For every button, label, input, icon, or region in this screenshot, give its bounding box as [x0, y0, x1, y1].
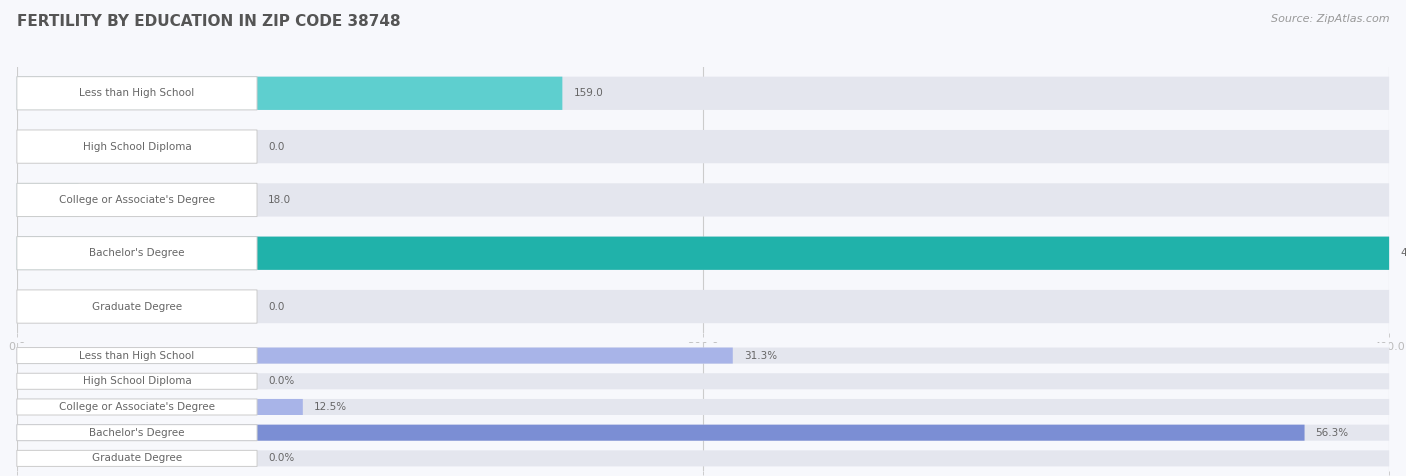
Text: 159.0: 159.0: [574, 88, 603, 99]
Text: Less than High School: Less than High School: [79, 88, 194, 99]
Text: 0.0: 0.0: [269, 141, 284, 152]
Text: 31.3%: 31.3%: [744, 350, 778, 361]
FancyBboxPatch shape: [17, 237, 257, 270]
Text: 0.0%: 0.0%: [269, 376, 294, 387]
Text: 56.3%: 56.3%: [1316, 427, 1348, 438]
Text: College or Associate's Degree: College or Associate's Degree: [59, 402, 215, 412]
FancyBboxPatch shape: [17, 183, 79, 217]
FancyBboxPatch shape: [17, 373, 257, 389]
FancyBboxPatch shape: [17, 425, 1305, 441]
FancyBboxPatch shape: [17, 237, 1389, 270]
FancyBboxPatch shape: [17, 399, 1389, 415]
FancyBboxPatch shape: [17, 347, 733, 364]
FancyBboxPatch shape: [17, 450, 1389, 466]
Text: Bachelor's Degree: Bachelor's Degree: [89, 427, 184, 438]
FancyBboxPatch shape: [17, 183, 1389, 217]
FancyBboxPatch shape: [17, 130, 1389, 163]
FancyBboxPatch shape: [17, 130, 257, 163]
Text: FERTILITY BY EDUCATION IN ZIP CODE 38748: FERTILITY BY EDUCATION IN ZIP CODE 38748: [17, 14, 401, 30]
Text: High School Diploma: High School Diploma: [83, 141, 191, 152]
FancyBboxPatch shape: [17, 347, 1389, 364]
FancyBboxPatch shape: [17, 425, 1389, 441]
FancyBboxPatch shape: [17, 77, 1389, 110]
FancyBboxPatch shape: [17, 77, 257, 110]
FancyBboxPatch shape: [17, 373, 1389, 389]
Text: 0.0: 0.0: [269, 301, 284, 312]
Text: Bachelor's Degree: Bachelor's Degree: [89, 248, 184, 258]
FancyBboxPatch shape: [17, 347, 257, 364]
Text: 12.5%: 12.5%: [314, 402, 347, 412]
Text: High School Diploma: High School Diploma: [83, 376, 191, 387]
Text: 0.0%: 0.0%: [269, 453, 294, 464]
Text: 18.0: 18.0: [269, 195, 291, 205]
FancyBboxPatch shape: [17, 290, 257, 323]
Text: Source: ZipAtlas.com: Source: ZipAtlas.com: [1271, 14, 1389, 24]
FancyBboxPatch shape: [17, 237, 1389, 270]
Text: Less than High School: Less than High School: [79, 350, 194, 361]
FancyBboxPatch shape: [17, 183, 257, 217]
FancyBboxPatch shape: [17, 425, 257, 441]
FancyBboxPatch shape: [17, 290, 1389, 323]
Text: Graduate Degree: Graduate Degree: [91, 453, 181, 464]
Text: 400.0: 400.0: [1400, 248, 1406, 258]
FancyBboxPatch shape: [17, 399, 257, 415]
FancyBboxPatch shape: [17, 399, 302, 415]
FancyBboxPatch shape: [17, 450, 257, 466]
FancyBboxPatch shape: [17, 77, 562, 110]
Text: Graduate Degree: Graduate Degree: [91, 301, 181, 312]
Text: College or Associate's Degree: College or Associate's Degree: [59, 195, 215, 205]
